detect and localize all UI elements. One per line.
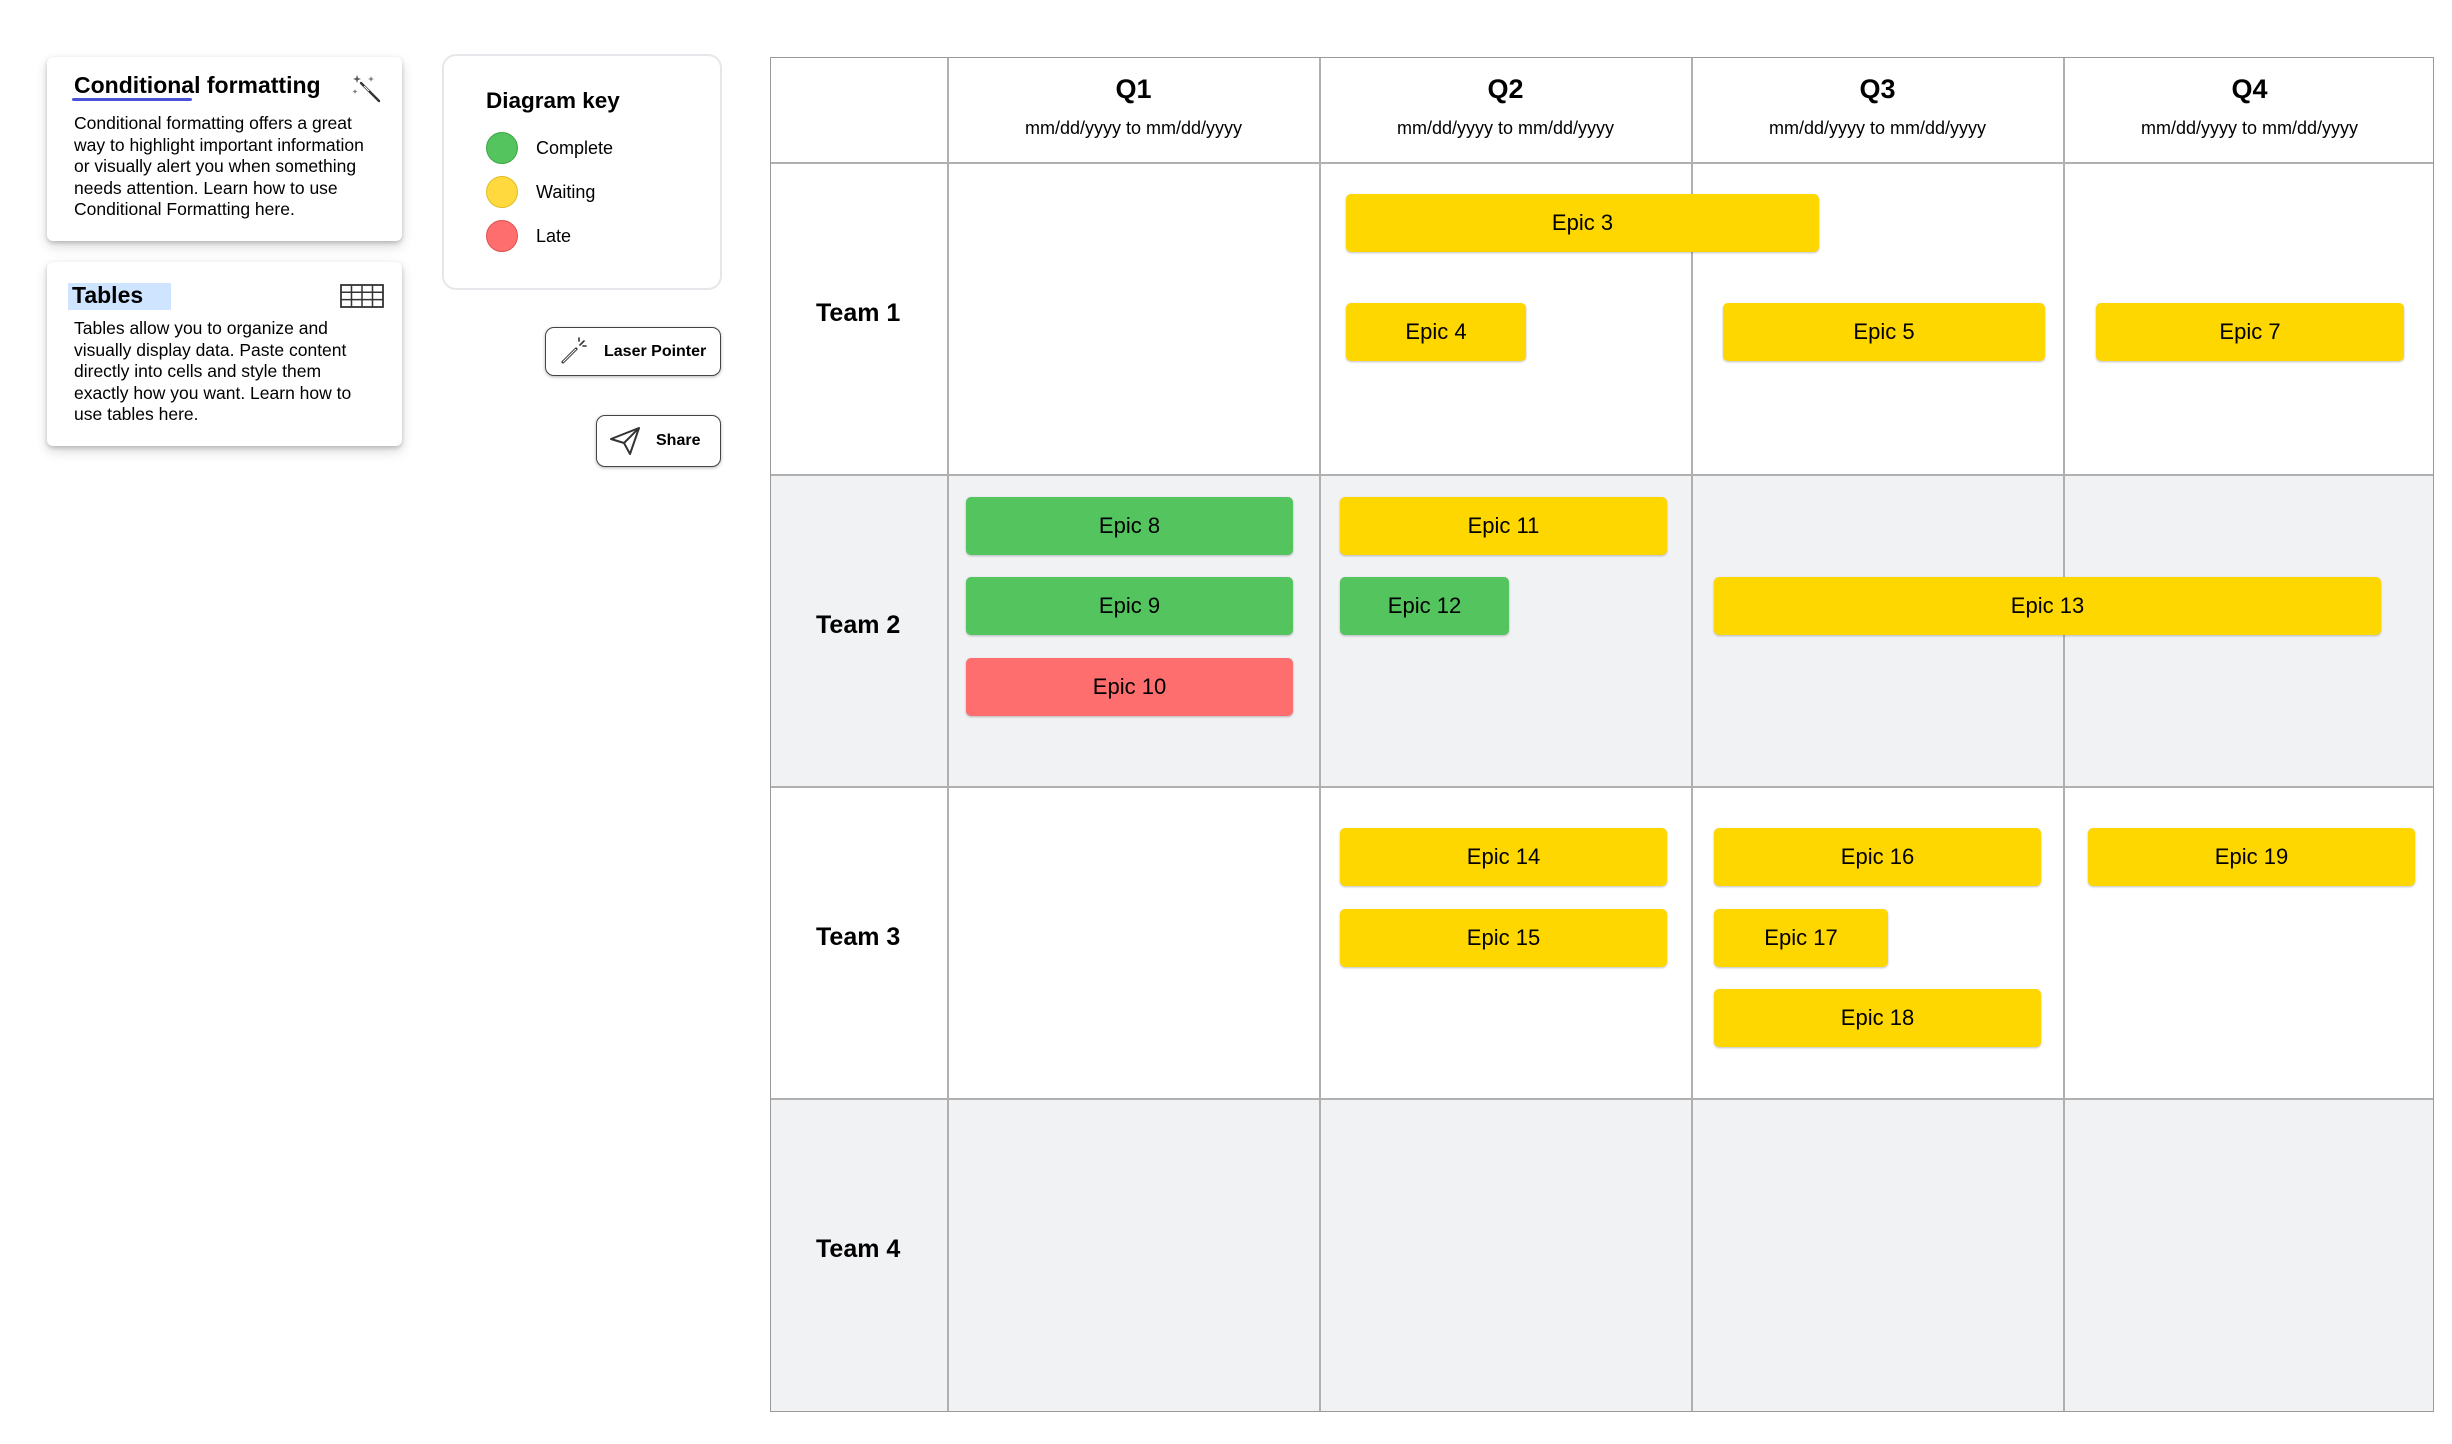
quarter-date-range: mm/dd/yyyy to mm/dd/yyyy <box>1396 118 1615 138</box>
title-underline <box>72 98 192 101</box>
diagram-key-title: Diagram key <box>486 88 620 113</box>
column-divider <box>1319 58 1321 1411</box>
status-dot-waiting <box>486 176 518 208</box>
row-divider <box>771 786 2433 788</box>
laser-pointer-label: Laser Pointer <box>604 342 707 360</box>
quarter-title: Q4 <box>2231 74 2268 104</box>
row-divider <box>771 162 2433 164</box>
epic-card[interactable]: Epic 9 <box>966 577 1293 635</box>
epic-card[interactable]: Epic 16 <box>1714 828 2041 886</box>
laser-pointer-button[interactable]: Laser Pointer <box>545 327 721 376</box>
epic-card[interactable]: Epic 8 <box>966 497 1293 555</box>
column-divider <box>2063 58 2065 1411</box>
key-item-label: Complete <box>536 137 614 158</box>
paper-plane-icon <box>609 426 641 456</box>
key-item-label: Waiting <box>536 181 596 202</box>
quarter-header-q3: Q3 mm/dd/yyyy to mm/dd/yyyy <box>1692 58 2063 162</box>
epic-card[interactable]: Epic 5 <box>1723 303 2045 361</box>
table-icon[interactable] <box>340 284 384 308</box>
row-divider <box>771 1098 2433 1100</box>
tables-description: Tables allow you to organize and visuall… <box>74 318 352 424</box>
tables-card[interactable]: Tables Tables allow you to organize and … <box>47 262 402 446</box>
conditional-formatting-title-word2: formatting <box>200 72 321 98</box>
epic-card[interactable]: Epic 3 <box>1346 194 1819 252</box>
quarter-date-range: mm/dd/yyyy to mm/dd/yyyy <box>1024 118 1243 138</box>
share-button[interactable]: Share <box>596 415 721 467</box>
quarter-date-range: mm/dd/yyyy to mm/dd/yyyy <box>2140 118 2359 138</box>
epic-card[interactable]: Epic 14 <box>1340 828 1667 886</box>
quarter-title: Q2 <box>1487 74 1524 104</box>
row-divider <box>771 474 2433 476</box>
epic-card[interactable]: Epic 10 <box>966 658 1293 716</box>
epic-card[interactable]: Epic 12 <box>1340 577 1509 635</box>
key-item-label: Late <box>536 225 572 246</box>
epic-card[interactable]: Epic 4 <box>1346 303 1526 361</box>
quarter-date-range: mm/dd/yyyy to mm/dd/yyyy <box>1768 118 1987 138</box>
team-label-3: Team 3 <box>816 923 901 951</box>
team-label-1: Team 1 <box>816 299 901 327</box>
key-item-complete: Complete <box>486 131 613 165</box>
column-divider <box>1691 58 1693 1411</box>
team-label-2: Team 2 <box>816 611 901 639</box>
quarter-header-q1: Q1 mm/dd/yyyy to mm/dd/yyyy <box>948 58 1319 162</box>
roadmap-table: Q1 mm/dd/yyyy to mm/dd/yyyy Q2 mm/dd/yyy… <box>770 57 2434 1412</box>
epic-card[interactable]: Epic 11 <box>1340 497 1667 555</box>
quarter-header-q2: Q2 mm/dd/yyyy to mm/dd/yyyy <box>1320 58 1691 162</box>
epic-card[interactable]: Epic 17 <box>1714 909 1888 967</box>
conditional-formatting-description: Conditional formatting offers a great wa… <box>74 113 364 219</box>
epic-card[interactable]: Epic 18 <box>1714 989 2041 1047</box>
column-divider <box>947 58 949 1411</box>
epic-card[interactable]: Epic 13 <box>1714 577 2381 635</box>
quarter-header-q4: Q4 mm/dd/yyyy to mm/dd/yyyy <box>2064 58 2433 162</box>
epic-card[interactable]: Epic 7 <box>2096 303 2404 361</box>
share-label: Share <box>656 432 701 449</box>
conditional-formatting-card[interactable]: Conditional formatting Conditional forma… <box>47 57 402 241</box>
tables-title: Tables <box>72 282 144 308</box>
status-dot-complete <box>486 132 518 164</box>
key-item-late: Late <box>486 219 571 253</box>
quarter-title: Q3 <box>1859 74 1896 104</box>
magic-wand-icon[interactable] <box>351 73 383 105</box>
status-dot-late <box>486 220 518 252</box>
tables-title-highlight <box>68 283 171 310</box>
row-background-team4 <box>771 1098 2433 1411</box>
epic-card[interactable]: Epic 19 <box>2088 828 2415 886</box>
conditional-formatting-title: Conditional formatting <box>74 72 321 99</box>
epic-card[interactable]: Epic 15 <box>1340 909 1667 967</box>
diagram-key: Diagram key Complete Waiting Late <box>442 54 722 290</box>
laser-pointer-icon <box>558 336 588 367</box>
quarter-title: Q1 <box>1115 74 1152 104</box>
key-item-waiting: Waiting <box>486 175 595 209</box>
conditional-formatting-title-word1: Conditional <box>74 72 201 98</box>
team-label-4: Team 4 <box>816 1235 901 1263</box>
